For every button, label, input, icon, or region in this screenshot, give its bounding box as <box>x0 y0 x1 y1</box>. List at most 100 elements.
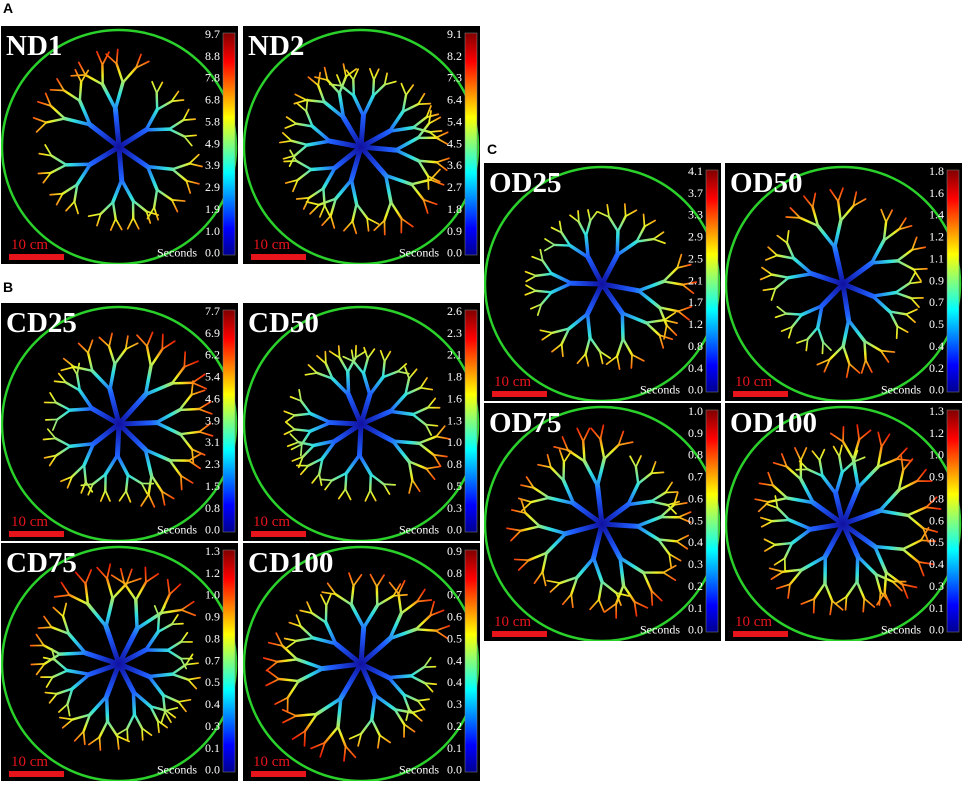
colorbar-tick-label: 0.3 <box>447 501 462 515</box>
dendrite-branch <box>416 629 436 630</box>
dendrite-branch <box>172 624 183 625</box>
colorbar-tick-label: 0.6 <box>447 610 462 624</box>
section-label: A <box>3 0 13 16</box>
dendrite-branch <box>773 520 790 521</box>
dendrite-branch <box>583 441 584 461</box>
colorbar-tick-label: 0.4 <box>447 653 462 667</box>
colorbar <box>223 310 235 532</box>
scale-bar <box>251 254 306 260</box>
dendrite-branch <box>428 176 429 189</box>
colorbar-tick-label: 5.4 <box>205 370 220 384</box>
dendrite-branch <box>857 556 858 581</box>
colorbar-tick-label: 0.4 <box>688 535 703 549</box>
unit-label: Seconds <box>157 246 197 260</box>
colorbar-tick-label: 4.5 <box>447 136 462 150</box>
colorbar-tick-label: 0.0 <box>929 623 944 637</box>
dendrite-branch <box>158 616 159 632</box>
dendrite-branch <box>373 80 374 96</box>
colorbar-tick-label: 1.1 <box>929 251 944 265</box>
colorbar-tick-label: 1.8 <box>447 202 462 216</box>
colorbar-tick-label: 2.3 <box>447 326 462 340</box>
colorbar <box>465 310 477 532</box>
colorbar <box>223 33 235 255</box>
dendrite-branch <box>651 472 663 473</box>
colorbar-tick-label: 0.0 <box>205 523 220 537</box>
colorbar-tick-label: 6.9 <box>205 326 220 340</box>
dendrite-branch <box>99 737 100 750</box>
dendrite-branch <box>149 674 172 676</box>
colorbar-tick-label: 0.6 <box>688 491 703 505</box>
colorbar-tick-label: 0.0 <box>447 246 462 260</box>
colorbar-tick-label: 3.6 <box>447 158 462 172</box>
dendrite-branch <box>70 409 92 410</box>
colorbar-tick-label: 8.2 <box>447 49 462 63</box>
dendrite-branch <box>301 444 302 455</box>
dendrite-branch <box>775 543 792 545</box>
colorbar-tick-label: 1.5 <box>205 479 220 493</box>
scale-label: 10 cm <box>11 237 48 253</box>
colorbar-tick-label: 0.0 <box>447 523 462 537</box>
dendrite-branch <box>50 90 64 91</box>
colorbar-tick-label: 1.6 <box>447 391 462 405</box>
dendrite-branch <box>50 194 62 195</box>
scale-label: 10 cm <box>494 614 531 630</box>
dendrite-branch <box>383 361 385 377</box>
colorbar-tick-label: 2.5 <box>688 251 703 265</box>
panel-title: CD100 <box>248 547 333 579</box>
scale-label: 10 cm <box>253 514 290 530</box>
dendrite-branch <box>625 204 626 216</box>
dendrite-branch <box>885 572 886 592</box>
dendrite-branch <box>295 429 311 431</box>
colorbar-tick-label: 6.4 <box>447 93 462 107</box>
dendrite-branch <box>119 147 122 180</box>
colorbar-tick-label: 1.8 <box>929 164 944 178</box>
panel-title: ND2 <box>248 30 304 62</box>
dendrite-branch <box>31 664 44 665</box>
dendrite-branch <box>393 441 419 443</box>
colorbar-tick-label: 1.3 <box>447 413 462 427</box>
dendrite-branch <box>345 473 346 489</box>
dendrite-branch <box>184 135 196 136</box>
dendrite-branch <box>84 465 86 482</box>
dendrite-branch <box>325 352 326 364</box>
dendrite-branch <box>80 82 81 101</box>
colorbar-tick-label: 0.2 <box>447 719 462 733</box>
colorbar <box>465 550 477 772</box>
colorbar-tick-label: 0.7 <box>929 295 944 309</box>
unit-label: Seconds <box>881 623 921 637</box>
colorbar-tick-label: 1.2 <box>929 230 944 244</box>
scale-label: 10 cm <box>494 374 531 390</box>
panel-title: OD25 <box>489 167 562 199</box>
colorbar-tick-label: 0.9 <box>929 470 944 484</box>
dendrite-branch <box>897 326 898 338</box>
dendrite-branch <box>66 164 90 165</box>
scale-label: 10 cm <box>11 754 48 770</box>
dendrite-branch <box>418 161 436 163</box>
dendrite-branch <box>515 559 529 560</box>
colorbar-tick-label: 2.7 <box>447 180 462 194</box>
colorbar-tick-label: 0.1 <box>447 741 462 755</box>
colorbar-tick-label: 2.9 <box>688 230 703 244</box>
dendrite-branch <box>284 161 296 162</box>
colorbar-tick-label: 0.5 <box>447 479 462 493</box>
dendrite-branch <box>588 314 590 338</box>
dendrite-branch <box>44 438 56 439</box>
colorbar-tick-label: 0.0 <box>929 383 944 397</box>
dendrite-branch <box>864 341 865 360</box>
dendrite-branch <box>339 346 340 358</box>
colorbar-tick-label: 2.3 <box>205 457 220 471</box>
scale-bar <box>492 391 547 397</box>
scale-label: 10 cm <box>11 514 48 530</box>
colorbar-tick-label: 7.8 <box>205 71 220 85</box>
scale-bar <box>251 771 306 777</box>
dendrite-branch <box>389 676 411 678</box>
colorbar-tick-label: 0.8 <box>929 491 944 505</box>
dendrite-branch <box>323 188 324 205</box>
dendrite-branch <box>60 653 85 654</box>
colorbar-tick-label: 0.0 <box>688 623 703 637</box>
colorbar-tick-label: 0.0 <box>205 246 220 260</box>
